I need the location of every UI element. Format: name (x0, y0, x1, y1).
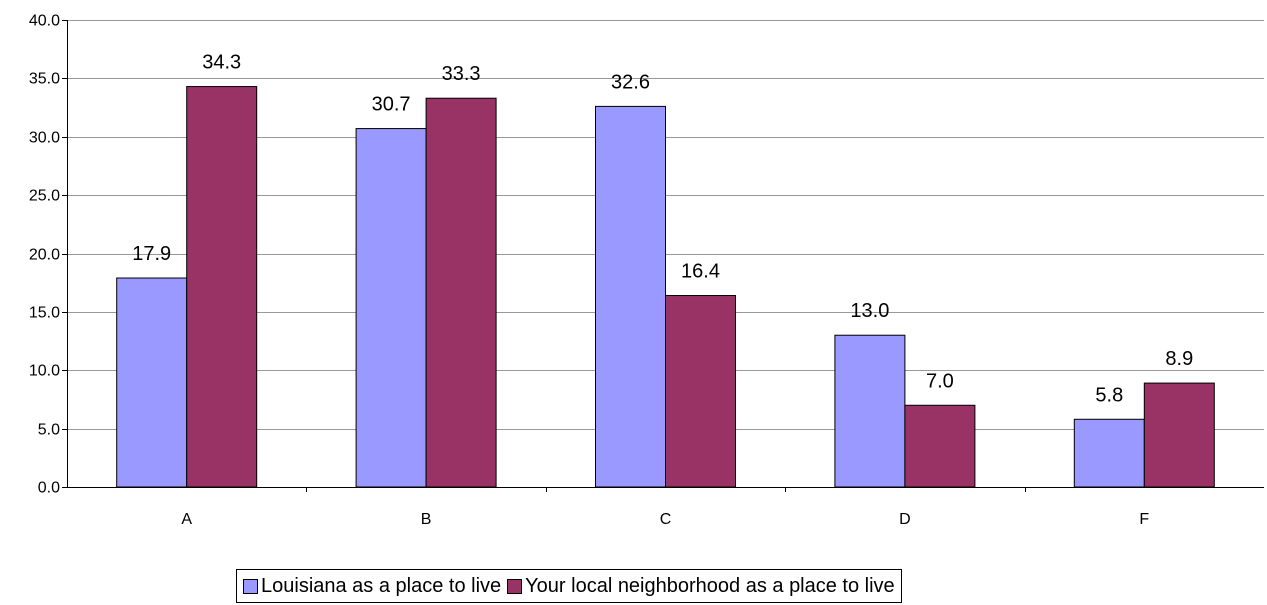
y-tick-label: 30.0 (29, 130, 60, 147)
x-tick-label: F (1139, 511, 1149, 528)
bar (425, 97, 497, 488)
legend-swatch-series-2 (507, 578, 523, 594)
data-label: 7.0 (926, 370, 954, 392)
x-tick-label: C (660, 511, 672, 528)
legend-label-series-2: Your local neighborhood as a place to li… (525, 574, 895, 597)
bar (834, 334, 906, 488)
data-label: 8.9 (1165, 348, 1193, 370)
x-tick-label: A (181, 511, 192, 528)
bar (186, 86, 258, 488)
data-label: 34.3 (202, 52, 241, 74)
y-tick-label: 0.0 (38, 480, 60, 497)
bar (904, 404, 976, 488)
y-tick-label: 15.0 (29, 305, 60, 322)
y-tick-label: 20.0 (29, 247, 60, 264)
data-labels: 17.9 34.3 30.7 33.3 32.6 16.4 13.0 7.0 5.8 8.9 (132, 52, 1193, 407)
bar (665, 295, 736, 488)
bar (116, 277, 188, 488)
legend-item-series-1: Louisiana as a place to live (243, 575, 501, 598)
y-tick-label: 40.0 (29, 13, 60, 30)
data-label: 5.8 (1095, 384, 1123, 406)
legend-swatch-series-1 (243, 578, 258, 594)
data-label: 32.6 (611, 71, 650, 93)
y-tick-label: 10.0 (29, 363, 60, 380)
y-tick-label: 25.0 (29, 188, 60, 205)
legend-item-series-2: Your local neighborhood as a place to li… (507, 575, 895, 598)
legend: Louisiana as a place to live Your local … (236, 569, 902, 603)
y-tick-label: 35.0 (29, 71, 60, 88)
x-tick-label: D (899, 511, 911, 528)
x-tick-label: B (421, 511, 432, 528)
bars (116, 86, 1215, 488)
data-label: 13.0 (850, 300, 889, 322)
bar (1143, 382, 1215, 488)
data-label: 30.7 (372, 94, 411, 116)
data-label: 33.3 (442, 63, 481, 85)
bar (595, 105, 666, 488)
y-tick-label: 5.0 (38, 422, 60, 439)
data-label: 16.4 (681, 261, 720, 283)
bar (355, 128, 427, 488)
bar (1073, 418, 1145, 488)
legend-label-series-1: Louisiana as a place to live (261, 574, 502, 597)
data-label: 17.9 (132, 243, 171, 265)
